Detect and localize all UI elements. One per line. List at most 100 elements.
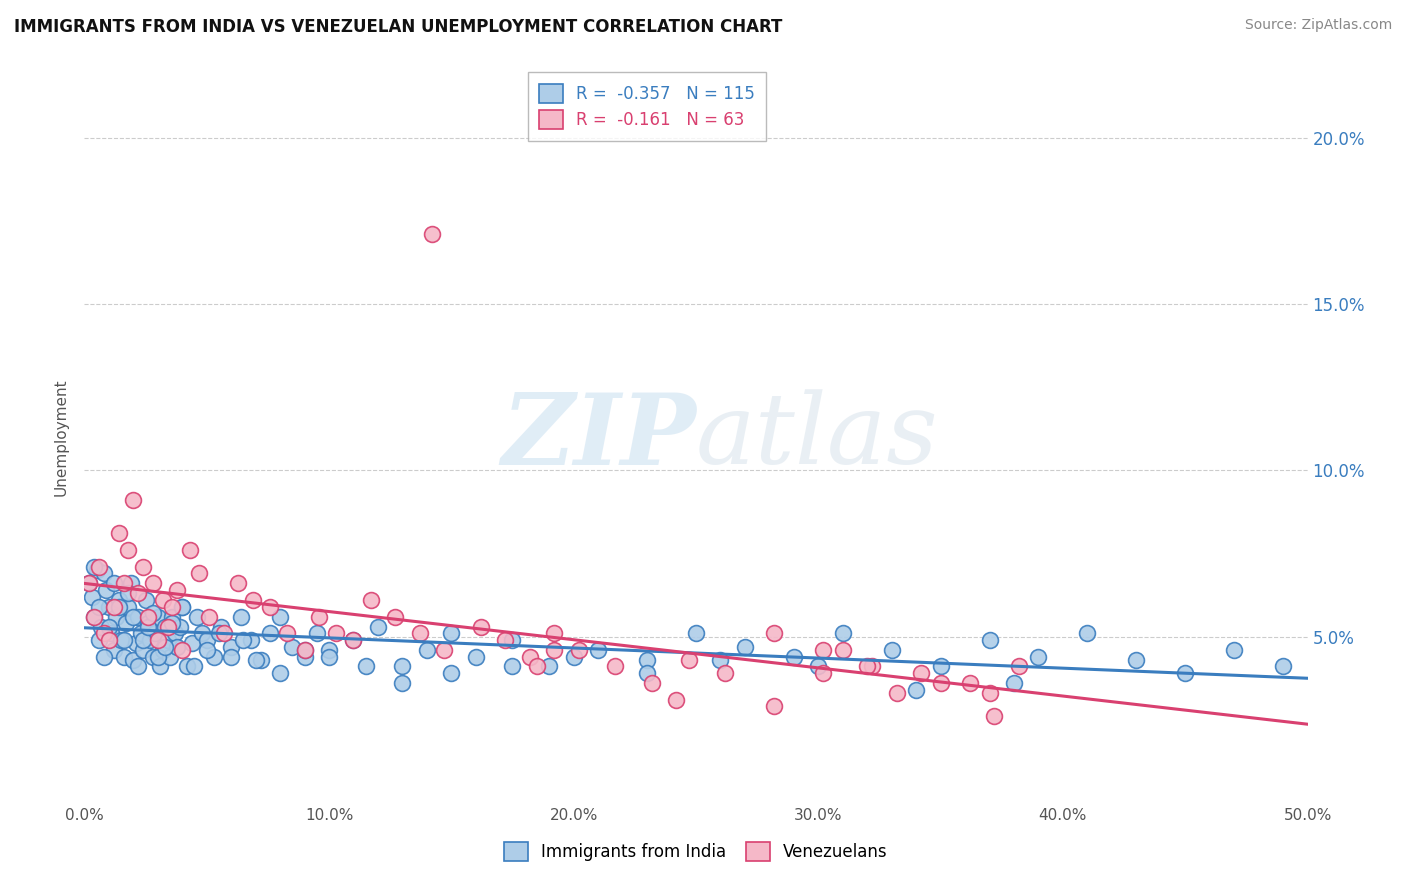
Point xyxy=(127,659,149,673)
Point xyxy=(162,609,184,624)
Point xyxy=(807,659,830,673)
Point xyxy=(83,559,105,574)
Point xyxy=(910,666,932,681)
Point xyxy=(318,649,340,664)
Point xyxy=(305,626,328,640)
Point xyxy=(763,626,786,640)
Point xyxy=(1002,676,1025,690)
Point xyxy=(117,586,139,600)
Point xyxy=(146,609,169,624)
Point xyxy=(281,640,304,654)
Point xyxy=(502,632,524,647)
Point xyxy=(143,626,166,640)
Point xyxy=(245,653,267,667)
Point xyxy=(93,649,115,664)
Point xyxy=(367,619,389,633)
Point xyxy=(156,619,179,633)
Point xyxy=(811,643,834,657)
Point xyxy=(107,593,129,607)
Point xyxy=(384,609,406,624)
Point xyxy=(107,526,129,541)
Point xyxy=(219,640,242,654)
Point xyxy=(636,653,658,667)
Text: atlas: atlas xyxy=(696,390,939,484)
Point xyxy=(110,632,132,647)
Point xyxy=(139,632,162,647)
Point xyxy=(191,626,214,640)
Point xyxy=(983,709,1005,723)
Point xyxy=(709,653,731,667)
Point xyxy=(860,659,883,673)
Point xyxy=(831,643,853,657)
Point xyxy=(125,636,148,650)
Point xyxy=(103,643,125,657)
Point xyxy=(202,649,225,664)
Point xyxy=(259,626,281,640)
Point xyxy=(276,626,298,640)
Point xyxy=(77,576,100,591)
Point xyxy=(112,576,135,591)
Point xyxy=(83,609,105,624)
Point xyxy=(87,632,110,647)
Point xyxy=(886,686,908,700)
Point xyxy=(172,599,194,614)
Point xyxy=(186,609,208,624)
Point xyxy=(129,626,152,640)
Point xyxy=(1125,653,1147,667)
Point xyxy=(665,692,688,706)
Point xyxy=(685,626,707,640)
Point xyxy=(391,676,413,690)
Point xyxy=(1223,643,1246,657)
Point xyxy=(152,643,174,657)
Point xyxy=(494,632,516,647)
Text: ZIP: ZIP xyxy=(501,389,696,485)
Point xyxy=(100,626,122,640)
Point xyxy=(567,643,589,657)
Point xyxy=(127,586,149,600)
Point xyxy=(153,619,176,633)
Point xyxy=(1076,626,1098,640)
Point xyxy=(122,609,145,624)
Point xyxy=(103,576,125,591)
Point xyxy=(269,666,291,681)
Point xyxy=(183,659,205,673)
Point xyxy=(152,593,174,607)
Legend: Immigrants from India, Venezuelans: Immigrants from India, Venezuelans xyxy=(498,835,894,868)
Point xyxy=(269,609,291,624)
Point xyxy=(318,643,340,657)
Point xyxy=(641,676,664,690)
Point xyxy=(87,599,110,614)
Point xyxy=(219,649,242,664)
Point xyxy=(96,582,118,597)
Point xyxy=(880,643,903,657)
Point xyxy=(856,659,879,673)
Y-axis label: Unemployment: Unemployment xyxy=(53,378,69,496)
Point xyxy=(117,599,139,614)
Point xyxy=(464,649,486,664)
Point xyxy=(678,653,700,667)
Point xyxy=(308,609,330,624)
Point xyxy=(97,632,120,647)
Point xyxy=(714,666,737,681)
Point xyxy=(586,643,609,657)
Point xyxy=(195,632,218,647)
Point xyxy=(391,659,413,673)
Point xyxy=(122,653,145,667)
Point xyxy=(342,632,364,647)
Point xyxy=(142,576,165,591)
Point xyxy=(132,559,155,574)
Point xyxy=(87,559,110,574)
Point xyxy=(543,626,565,640)
Point xyxy=(1174,666,1197,681)
Point xyxy=(181,636,204,650)
Point xyxy=(112,632,135,647)
Point xyxy=(176,659,198,673)
Point xyxy=(416,643,439,657)
Point xyxy=(136,616,159,631)
Point xyxy=(208,626,231,640)
Point xyxy=(90,619,112,633)
Point xyxy=(470,619,492,633)
Point xyxy=(831,626,853,640)
Point xyxy=(440,626,463,640)
Point xyxy=(929,676,952,690)
